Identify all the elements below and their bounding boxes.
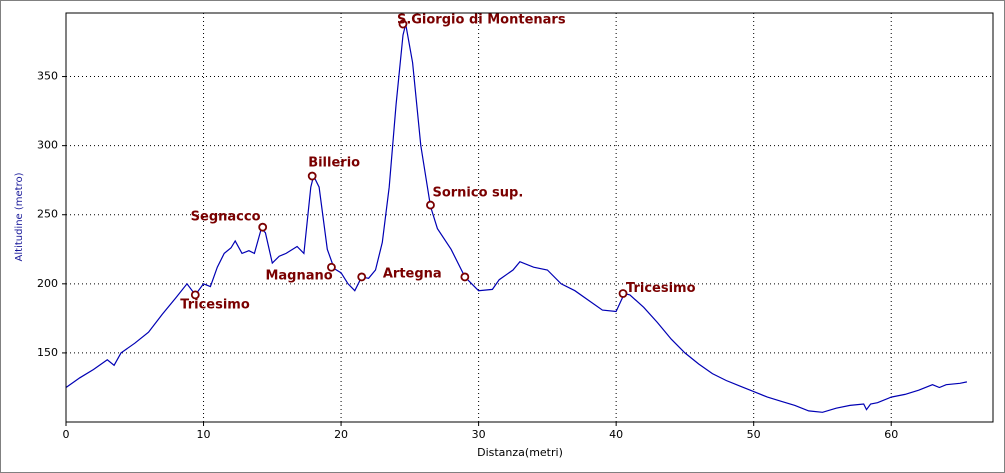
waypoint-label: Sornico sup. (432, 186, 523, 201)
y-tick-label: 150 (37, 346, 58, 359)
x-tick-label: 0 (63, 428, 70, 441)
y-tick-label: 300 (37, 139, 58, 152)
waypoint-label: Billerio (308, 156, 360, 171)
plot-area (66, 13, 993, 422)
plot-border (65, 12, 994, 423)
waypoint-marker (307, 171, 317, 181)
waypoint-label: S.Giorgio di Montenars (397, 13, 566, 28)
y-tick-label: 200 (37, 277, 58, 290)
waypoint-marker (357, 272, 367, 282)
waypoint-marker (190, 290, 200, 300)
waypoint-label: Tricesimo (626, 281, 696, 296)
y-tick-label: 350 (37, 70, 58, 83)
waypoint-marker (460, 272, 470, 282)
x-axis-label: Distanza(metri) (477, 446, 563, 459)
waypoint-label: Magnano (265, 269, 332, 284)
x-tick-label: 10 (197, 428, 211, 441)
waypoint-marker (327, 262, 336, 272)
y-tick-label: 250 (37, 208, 58, 221)
waypoint-marker (258, 222, 268, 232)
x-tick-label: 40 (609, 428, 623, 441)
waypoint-marker (398, 19, 408, 29)
waypoint-label: Segnacco (191, 210, 261, 225)
y-axis-label: Altitudine (metro) (14, 172, 25, 261)
x-tick-label: 50 (747, 428, 761, 441)
waypoint-label: Artegna (383, 266, 442, 281)
x-tick-label: 30 (472, 428, 486, 441)
waypoint-marker (618, 289, 628, 298)
x-tick-label: 20 (334, 428, 348, 441)
waypoint-marker (426, 200, 435, 210)
waypoint-label: Tricesimo (180, 297, 250, 312)
x-tick-label: 60 (884, 428, 898, 441)
